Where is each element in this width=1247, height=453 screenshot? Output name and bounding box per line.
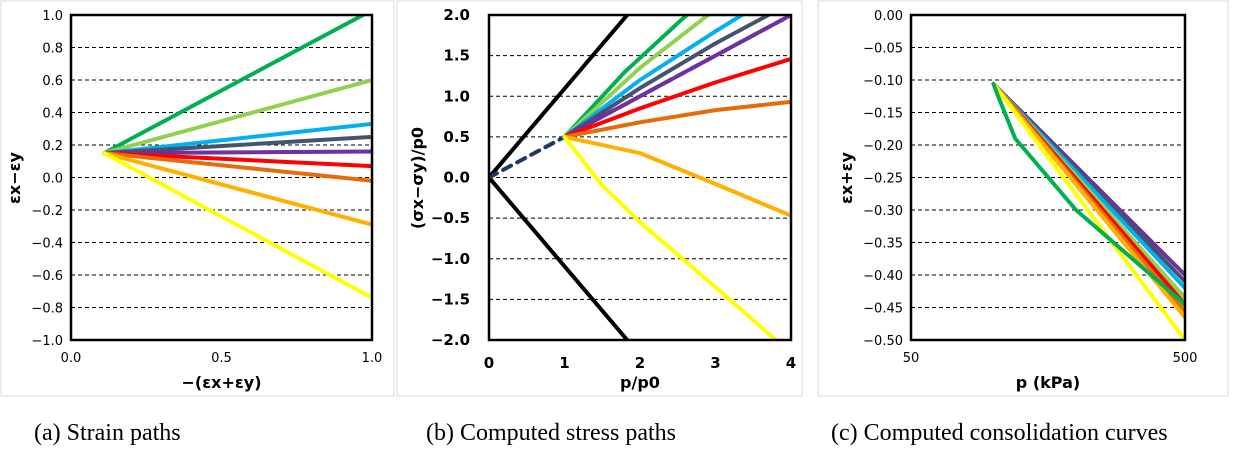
chart-c: −0.50 −0.45 −0.40 −0.35 −0.30 −0.25 −0.20 −0.15… bbox=[837, 9, 1197, 392]
panel-b-frame bbox=[396, 0, 803, 397]
y-tick-label: −0.25 bbox=[863, 172, 903, 187]
y-tick-label: −0.5 bbox=[431, 209, 470, 227]
y-tick-label: 0.6 bbox=[42, 74, 63, 89]
series-line bbox=[102, 15, 365, 156]
y-axis-label: εx+εy bbox=[837, 151, 856, 204]
y-tick-label: −1.0 bbox=[31, 334, 63, 349]
y-tick-label: −0.4 bbox=[31, 237, 63, 252]
y-tick-label: −1.5 bbox=[431, 290, 470, 308]
x-tick-label: 2 bbox=[635, 354, 645, 372]
series-line bbox=[102, 78, 372, 156]
y-tick-label: −2.0 bbox=[431, 331, 470, 349]
y-tick-label: 0.5 bbox=[443, 128, 470, 146]
series-line bbox=[562, 99, 791, 139]
panel-a-frame bbox=[0, 0, 395, 397]
y-tick-label: −0.6 bbox=[31, 269, 63, 284]
series-line bbox=[562, 15, 771, 139]
series-group bbox=[102, 15, 372, 300]
series-group bbox=[489, 15, 791, 340]
series-line bbox=[562, 15, 689, 139]
x-axis-label: −(εx+εy) bbox=[182, 373, 262, 392]
x-tick-label: 50 bbox=[903, 351, 920, 366]
x-axis-label: p (kPa) bbox=[1016, 373, 1080, 392]
y-tick-label: −0.50 bbox=[863, 334, 903, 349]
series-line bbox=[102, 121, 372, 156]
y-axis-label: (σx−σy)/p0 bbox=[408, 127, 427, 229]
series-line bbox=[102, 151, 372, 169]
series-line bbox=[562, 15, 710, 139]
series-group bbox=[991, 81, 1185, 340]
y-tick-label: 0.0 bbox=[42, 172, 63, 187]
x-tick-label: 3 bbox=[710, 354, 720, 372]
y-tick-label: −0.45 bbox=[863, 302, 903, 317]
chart-b: −2.0 −1.5 −1.0 −0.5 0.0 0.5 1.0 1.5 2.0 0 1 2 3 4 p/p0… bbox=[408, 6, 796, 392]
caption-b: (b) Computed stress paths bbox=[426, 420, 676, 446]
series-line bbox=[489, 134, 567, 180]
series-line bbox=[102, 149, 372, 156]
y-tick-label: −0.2 bbox=[31, 204, 63, 219]
y-tick-label: 1.0 bbox=[42, 9, 63, 24]
x-tick-label: 0.0 bbox=[61, 351, 82, 366]
y-tick-label: 0.4 bbox=[42, 107, 63, 122]
series-line bbox=[991, 81, 1185, 340]
series-line bbox=[102, 151, 372, 300]
y-tick-label: 1.0 bbox=[443, 87, 470, 105]
x-axis-label: p/p0 bbox=[620, 373, 660, 392]
x-tick-label: 500 bbox=[1173, 351, 1198, 366]
chart-a: −1.0 −0.8 −0.6 −0.4 −0.2 0.0 0.2 0.4 0.6 0.8 1.0 0.… bbox=[5, 9, 382, 392]
y-tick-label: −0.40 bbox=[863, 269, 903, 284]
y-tick-label: −0.8 bbox=[31, 302, 63, 317]
y-tick-label: −0.20 bbox=[863, 139, 903, 154]
y-tick-label: −0.35 bbox=[863, 237, 903, 252]
y-tick-label: −0.10 bbox=[863, 74, 903, 89]
y-tick-label: 0.8 bbox=[42, 42, 63, 57]
series-line bbox=[102, 151, 372, 227]
x-tick-label: 4 bbox=[786, 354, 796, 372]
y-axis-label: εx−εy bbox=[5, 151, 24, 204]
series-line bbox=[102, 151, 372, 183]
x-tick-label: 1 bbox=[559, 354, 569, 372]
series-line bbox=[562, 134, 778, 340]
series-line bbox=[102, 134, 372, 156]
plot-area-border bbox=[69, 13, 374, 342]
y-tick-label: −0.30 bbox=[863, 204, 903, 219]
series-line bbox=[562, 56, 791, 139]
plot-area-border bbox=[909, 13, 1187, 342]
series-line bbox=[489, 15, 630, 180]
series-line bbox=[562, 134, 791, 218]
y-tick-label: −0.05 bbox=[863, 42, 903, 57]
caption-c: (c) Computed consolidation curves bbox=[831, 420, 1168, 446]
series-line bbox=[489, 175, 630, 340]
x-tick-label: 0 bbox=[484, 354, 494, 372]
x-tick-label: 1.0 bbox=[362, 351, 383, 366]
series-line bbox=[562, 15, 744, 139]
y-tick-label: 0.00 bbox=[874, 9, 903, 24]
y-tick-label: 1.5 bbox=[443, 47, 470, 65]
series-line bbox=[562, 15, 791, 139]
y-tick-label: 0.0 bbox=[443, 169, 470, 187]
y-tick-label: 0.2 bbox=[42, 139, 63, 154]
y-tick-label: 2.0 bbox=[443, 6, 470, 24]
x-tick-label: 0.5 bbox=[211, 351, 232, 366]
y-tick-label: −0.15 bbox=[863, 107, 903, 122]
y-tick-label: −1.0 bbox=[431, 250, 470, 268]
series-line bbox=[991, 81, 1185, 307]
plot-area-border bbox=[487, 13, 793, 342]
caption-a: (a) Strain paths bbox=[34, 420, 181, 446]
panel-c-frame bbox=[817, 0, 1229, 397]
